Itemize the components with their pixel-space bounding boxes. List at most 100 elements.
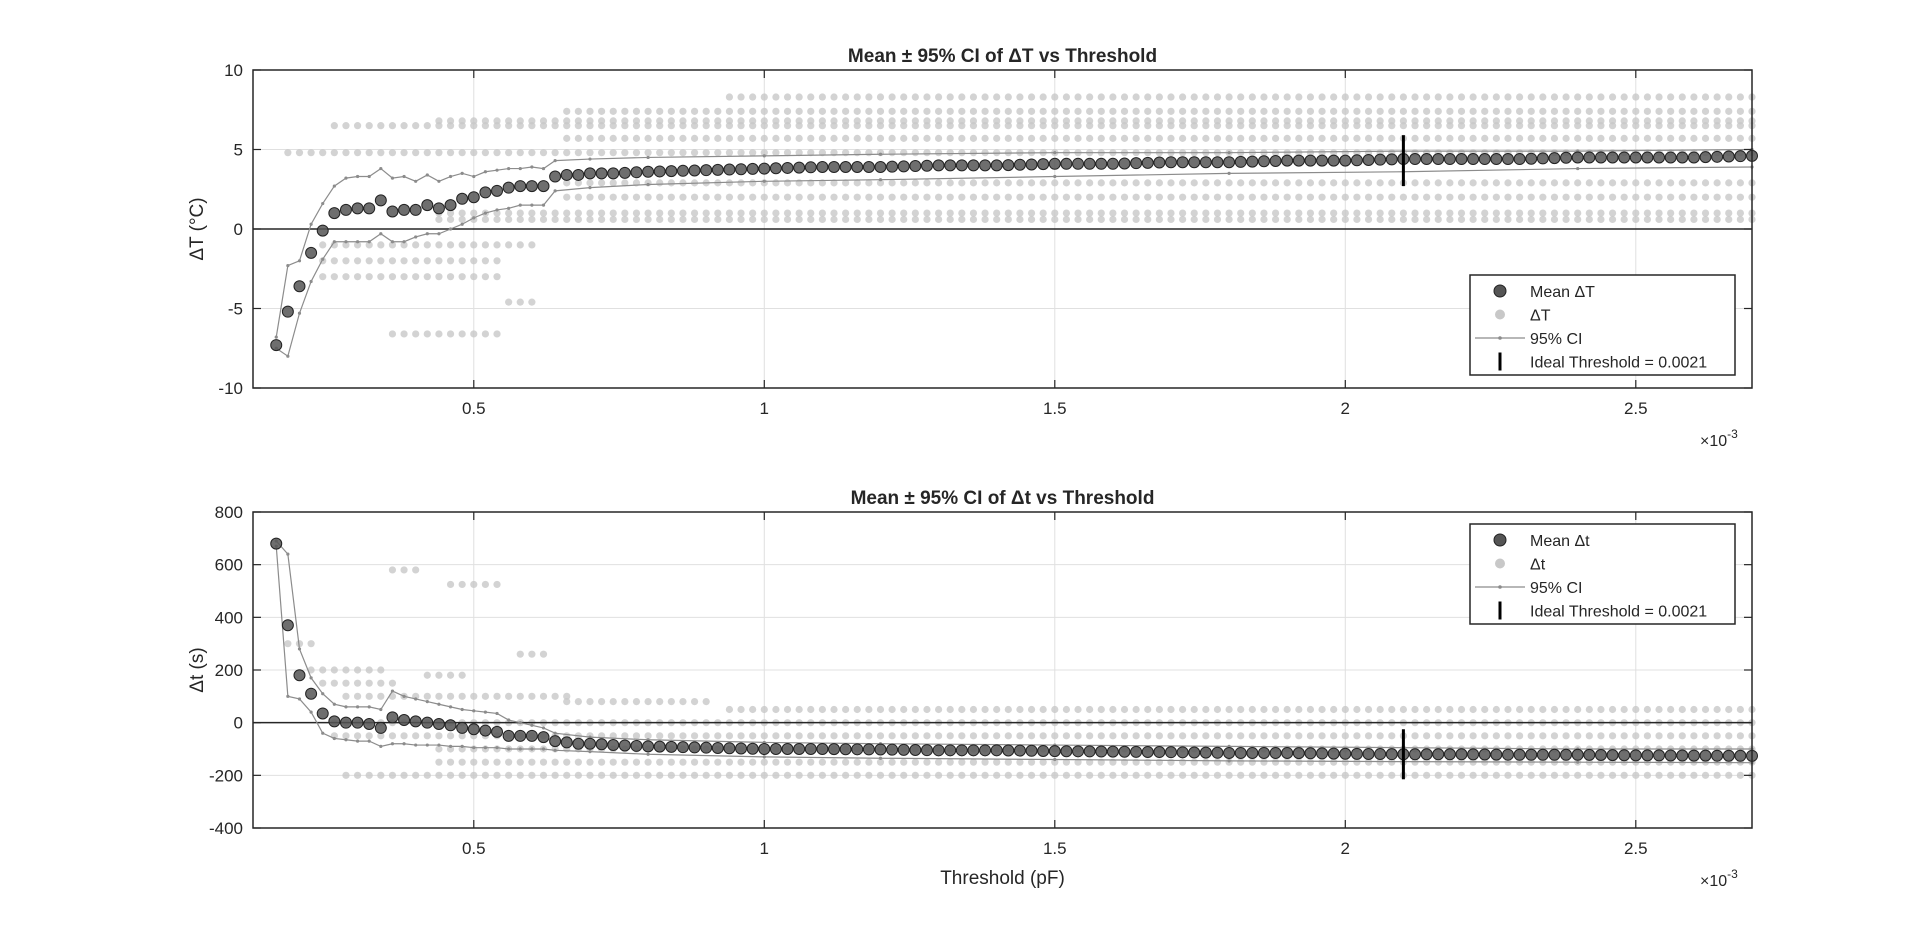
top-raw-point	[1213, 209, 1222, 217]
bottom-legend-mean-marker	[1493, 533, 1507, 547]
bottom-mean-point	[1257, 746, 1270, 759]
bottom-raw-point	[1213, 758, 1222, 766]
top-raw-point	[1574, 215, 1582, 224]
top-raw-point	[1457, 179, 1466, 187]
bottom-mean-point	[920, 744, 933, 757]
bottom-mean-point	[665, 740, 678, 753]
top-raw-point	[783, 209, 792, 217]
top-raw-point	[772, 209, 780, 217]
top-mean-point	[920, 159, 933, 172]
top-mean-point	[816, 160, 829, 173]
bottom-raw-point	[1248, 705, 1256, 714]
top-mean-point	[1501, 153, 1514, 166]
top-raw-point	[435, 149, 443, 157]
top-ci-upper-point	[309, 222, 313, 226]
bottom-raw-point	[1411, 771, 1419, 779]
bottom-mean-point	[909, 744, 922, 757]
top-raw-point	[412, 149, 420, 157]
top-raw-point	[1608, 93, 1617, 101]
bottom-raw-point	[505, 692, 513, 700]
bottom-mean-point	[944, 744, 957, 757]
bottom-raw-point	[1016, 705, 1024, 714]
bottom-raw-point	[423, 771, 431, 779]
top-raw-point	[667, 117, 675, 125]
top-raw-point	[1667, 193, 1675, 201]
top-raw-point	[1074, 209, 1082, 217]
top-raw-point	[598, 209, 606, 217]
top-raw-point	[865, 209, 873, 217]
top-raw-point	[528, 215, 536, 224]
top-raw-point	[1086, 193, 1094, 201]
top-raw-point	[1341, 107, 1349, 115]
top-raw-point	[1597, 193, 1605, 201]
bottom-ci-lower-point	[448, 744, 453, 748]
bottom-raw-point	[1144, 705, 1152, 714]
bottom-raw-point	[714, 758, 722, 766]
bottom-raw-point	[1492, 771, 1500, 779]
top-raw-point	[1004, 193, 1012, 201]
top-raw-point	[690, 134, 699, 142]
top-raw-point	[1086, 93, 1094, 101]
top-raw-point	[1620, 179, 1628, 187]
top-raw-point	[1515, 179, 1524, 187]
top-raw-point	[656, 193, 664, 201]
top-raw-point	[470, 149, 478, 157]
top-raw-point	[842, 215, 850, 224]
top-raw-point	[1632, 93, 1640, 101]
bottom-raw-point	[1213, 771, 1222, 779]
top-raw-point	[481, 117, 490, 125]
top-mean-point	[1548, 152, 1561, 165]
top-mean-point	[1350, 154, 1363, 167]
bottom-mean-point	[897, 743, 910, 756]
top-raw-point	[690, 209, 699, 217]
bottom-raw-point	[679, 698, 687, 706]
top-raw-point	[1562, 134, 1570, 142]
top-raw-point	[1318, 179, 1326, 187]
bottom-raw-point	[830, 732, 838, 740]
bottom-raw-point	[934, 732, 943, 740]
top-raw-point	[609, 215, 617, 224]
top-raw-point	[842, 93, 850, 101]
top-raw-point	[1132, 179, 1140, 187]
top-raw-point	[1434, 209, 1442, 217]
bottom-raw-point	[1620, 771, 1628, 779]
top-mean-point	[339, 203, 352, 216]
bottom-raw-point	[958, 732, 966, 740]
top-raw-point	[458, 257, 466, 265]
top-raw-point	[1632, 107, 1640, 115]
top-raw-point	[1109, 107, 1117, 115]
bottom-raw-point	[1469, 771, 1477, 779]
bottom-raw-point	[1248, 771, 1256, 779]
top-raw-point	[1190, 179, 1198, 187]
bottom-raw-point	[1341, 732, 1349, 740]
bottom-raw-point	[725, 771, 734, 779]
top-raw-point	[1213, 134, 1222, 142]
top-raw-point	[1481, 179, 1489, 187]
top-raw-point	[783, 215, 792, 224]
top-raw-point	[1376, 209, 1384, 217]
bottom-raw-point	[900, 732, 908, 740]
top-raw-point	[911, 209, 919, 217]
top-raw-point	[493, 117, 501, 125]
top-raw-point	[342, 122, 350, 130]
bottom-raw-point	[1097, 732, 1105, 740]
top-raw-point	[1701, 134, 1710, 142]
bottom-raw-point	[1701, 732, 1710, 740]
top-raw-point	[574, 134, 582, 142]
top-ci-lower-point	[332, 240, 336, 244]
bottom-raw-point	[1504, 705, 1512, 714]
top-mean-point	[828, 160, 841, 173]
top-raw-point	[981, 193, 989, 201]
bottom-raw-point	[1411, 732, 1419, 740]
top-raw-point	[1585, 117, 1593, 125]
bottom-raw-point	[946, 705, 954, 714]
top-raw-point	[969, 209, 978, 217]
top-mean-point	[502, 181, 515, 194]
bottom-raw-point	[1027, 771, 1036, 779]
bottom-raw-point	[1562, 705, 1570, 714]
top-ci-lower-point	[762, 179, 766, 183]
bottom-raw-point	[505, 758, 513, 766]
top-raw-point	[1550, 134, 1559, 142]
top-raw-point	[876, 193, 885, 201]
top-mean-point	[409, 203, 422, 216]
